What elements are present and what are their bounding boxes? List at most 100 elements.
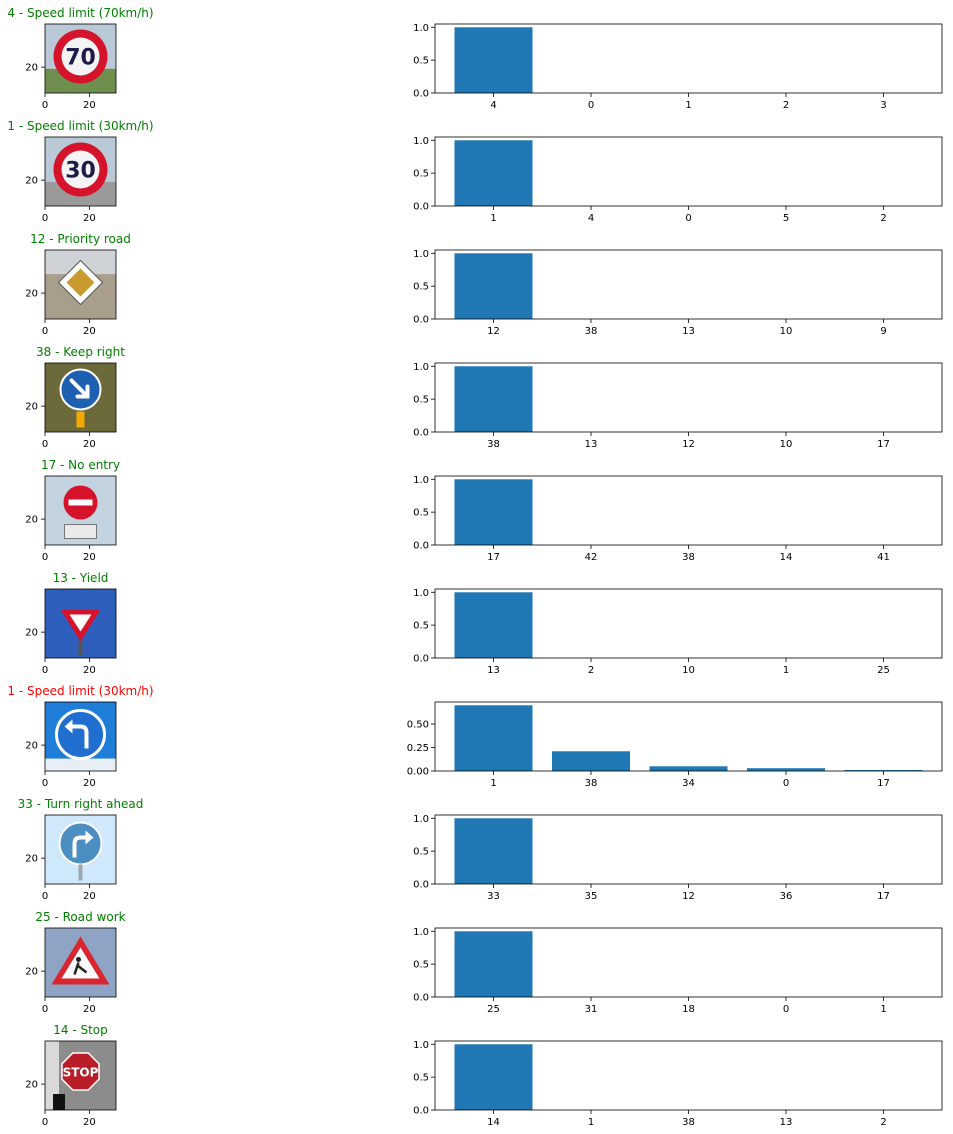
bar-x-tick-label: 38: [585, 326, 598, 337]
bar-x-tick-label: 0: [685, 213, 691, 224]
image-y-tick-label: 20: [25, 289, 38, 300]
image-frame: [44, 362, 117, 433]
image-x-tick-label: 0: [42, 1117, 48, 1128]
bar-y-tick-label: 1.0: [413, 136, 429, 147]
bar-x-tick-label: 5: [783, 213, 789, 224]
image-x-tick-label: 20: [83, 665, 96, 676]
svg-text:30: 30: [65, 159, 96, 184]
bar-x-tick-label: 38: [682, 1117, 695, 1128]
bar: [454, 366, 533, 432]
image-x-tick-label: 0: [42, 439, 48, 450]
image-x-tick-label: 20: [83, 1117, 96, 1128]
image-title: 1 - Speed limit (30km/h): [7, 684, 153, 698]
bar-y-tick-label: 1.0: [413, 249, 429, 260]
image-x-tick-label: 20: [83, 326, 96, 337]
prediction-row: 12 - Priority road 0 20 20 12 38 13 10 9 0.0 0.5 1.…: [25, 232, 943, 337]
bar-y-tick-label: 0.25: [407, 743, 429, 754]
image-y-tick-label: 20: [25, 402, 38, 413]
bar: [454, 27, 533, 94]
image-x-tick-label: 0: [42, 100, 48, 111]
bar-x-tick-label: 12: [682, 891, 695, 902]
image-y-tick-label: 20: [25, 63, 38, 74]
bar-y-tick-label: 0.0: [413, 315, 429, 326]
bar-x-tick-label: 13: [682, 326, 695, 337]
prediction-row: 25 - Road work 0 20 20 25 31 18 0 1 0.0 0.5 1.0: [25, 910, 943, 1015]
priority-road-sign-icon: [45, 250, 116, 319]
prediction-row: 14 - Stop STOP 0 20 20 14 1 38 13 2 0.0 0.5 1.0: [25, 1023, 943, 1128]
image-x-tick-label: 0: [42, 213, 48, 224]
bar-x-tick-label: 14: [487, 1117, 500, 1128]
bar-x-tick-label: 33: [487, 891, 500, 902]
bar: [454, 1044, 533, 1110]
bar: [454, 592, 533, 658]
bar-y-tick-label: 1.0: [413, 588, 429, 599]
bar-x-tick-label: 10: [780, 326, 793, 337]
image-x-tick-label: 0: [42, 665, 48, 676]
bar-y-tick-label: 1.0: [413, 23, 429, 34]
bar-x-tick-label: 18: [682, 1004, 695, 1015]
bar-x-tick-label: 4: [588, 213, 594, 224]
bar-x-tick-label: 0: [588, 100, 594, 111]
bar-y-tick-label: 0.0: [413, 993, 429, 1004]
bar-x-tick-label: 1: [880, 1004, 886, 1015]
bar-x-tick-label: 1: [588, 1117, 594, 1128]
image-frame: [44, 814, 117, 885]
bar-y-tick-label: 0.50: [407, 720, 429, 731]
bar-x-tick-label: 2: [588, 665, 594, 676]
bar-y-tick-label: 0.5: [413, 56, 429, 67]
bar-y-tick-label: 0.5: [413, 847, 429, 858]
image-y-tick-label: 20: [25, 854, 38, 865]
bar-x-tick-label: 0: [783, 1004, 789, 1015]
bar-x-tick-label: 42: [585, 552, 598, 563]
bar: [454, 479, 533, 545]
bar-x-tick-label: 13: [780, 1117, 793, 1128]
keep-right-sign-icon: [45, 363, 116, 432]
bar-y-tick-label: 0.0: [413, 1106, 429, 1117]
bar: [649, 766, 728, 771]
bar: [844, 770, 923, 771]
image-y-tick-label: 20: [25, 628, 38, 639]
prediction-row: 1 - Speed limit (30km/h) 30 0 20 20 1 4 0 5 2 0.0 0…: [7, 119, 943, 224]
image-x-tick-label: 20: [83, 552, 96, 563]
image-title: 14 - Stop: [53, 1023, 108, 1037]
image-y-tick-label: 20: [25, 741, 38, 752]
image-frame: [44, 1040, 117, 1111]
bar-y-tick-label: 0.0: [413, 428, 429, 439]
bar-y-tick-label: 1.0: [413, 362, 429, 373]
image-frame: [44, 475, 117, 546]
bar-x-tick-label: 38: [585, 778, 598, 789]
bar-x-tick-label: 9: [880, 326, 886, 337]
image-title: 38 - Keep right: [36, 345, 125, 359]
speed-limit-30-sign-icon: 30: [45, 137, 116, 206]
image-frame: [44, 249, 117, 320]
bar-x-tick-label: 2: [880, 1117, 886, 1128]
bar-y-tick-label: 0.5: [413, 282, 429, 293]
image-title: 17 - No entry: [41, 458, 120, 472]
image-x-tick-label: 0: [42, 1004, 48, 1015]
bar: [454, 140, 533, 206]
image-x-tick-label: 0: [42, 778, 48, 789]
bar-y-tick-label: 0.0: [413, 654, 429, 665]
image-x-tick-label: 20: [83, 439, 96, 450]
bar-x-tick-label: 14: [780, 552, 793, 563]
turn-left-ahead-sign-icon: [45, 702, 116, 771]
prediction-row: 33 - Turn right ahead 0 20 20 33 35 12 36 17 0.0 0…: [18, 797, 943, 902]
bar-x-tick-label: 3: [880, 100, 886, 111]
svg-text:70: 70: [65, 46, 96, 71]
bar-x-tick-label: 0: [783, 778, 789, 789]
image-title: 33 - Turn right ahead: [18, 797, 144, 811]
bar-y-tick-label: 0.5: [413, 960, 429, 971]
image-x-tick-label: 20: [83, 213, 96, 224]
no-entry-sign-icon: [45, 476, 116, 545]
bar: [454, 705, 533, 771]
prediction-row: 4 - Speed limit (70km/h) 70 0 20 20 4 0 1 2 3 0.0 0…: [7, 6, 943, 111]
bar-x-tick-label: 31: [585, 1004, 598, 1015]
bar-y-tick-label: 0.0: [413, 541, 429, 552]
image-frame: [44, 588, 117, 659]
bar-y-tick-label: 0.5: [413, 621, 429, 632]
image-x-tick-label: 0: [42, 552, 48, 563]
image-x-tick-label: 0: [42, 891, 48, 902]
image-y-tick-label: 20: [25, 176, 38, 187]
bar-x-tick-label: 25: [487, 1004, 500, 1015]
